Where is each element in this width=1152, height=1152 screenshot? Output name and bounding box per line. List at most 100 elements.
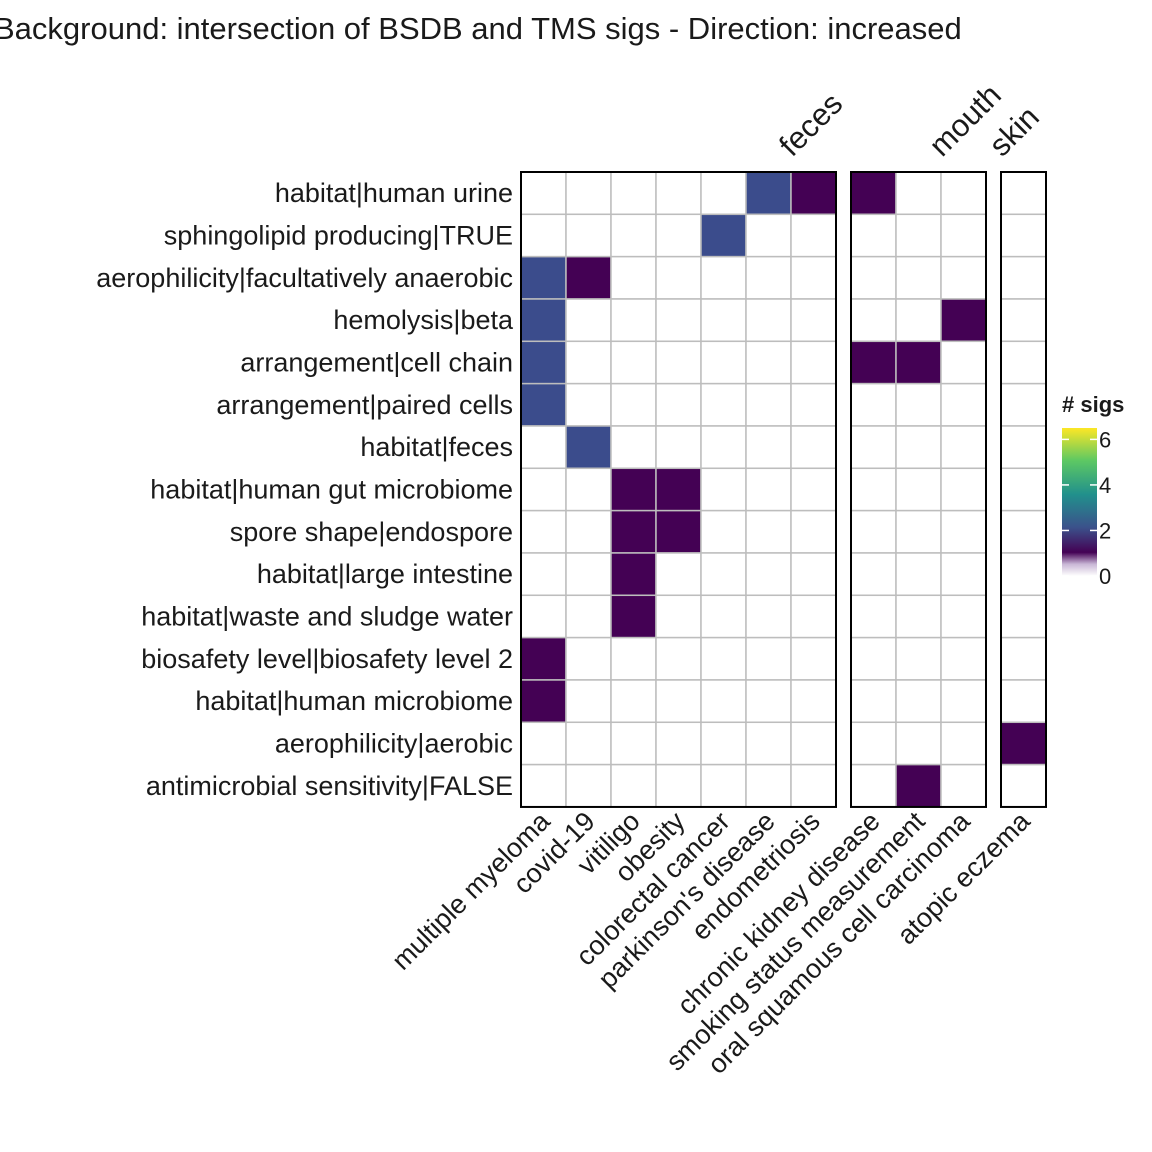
- heatmap-cell: [1000, 425, 1047, 470]
- heatmap-cell: [940, 552, 987, 597]
- heatmap-cell: [940, 763, 987, 808]
- heatmap-cell: [850, 509, 897, 554]
- heatmap-cell: [895, 298, 942, 343]
- heatmap-cell: [565, 171, 612, 216]
- heatmap-cell: [565, 382, 612, 427]
- legend-title: # sigs: [1062, 392, 1124, 417]
- heatmap-cell: [1000, 255, 1047, 300]
- heatmap-cell: [790, 552, 837, 597]
- heatmap-cell: [655, 298, 702, 343]
- heatmap-cell: [700, 636, 747, 681]
- heatmap-cell: [850, 171, 897, 216]
- heatmap-cell: [850, 213, 897, 258]
- heatmap-cell: [940, 171, 987, 216]
- heatmap-cell: [520, 679, 567, 724]
- heatmap-cell: [520, 298, 567, 343]
- y-tick-label: antimicrobial sensitivity|FALSE: [146, 771, 513, 801]
- heatmap-cell: [745, 213, 792, 258]
- heatmap-cell: [655, 594, 702, 639]
- heatmap-cell: [745, 636, 792, 681]
- heatmap-cell: [700, 721, 747, 766]
- heatmap-cell: [850, 255, 897, 300]
- heatmap-cell: [895, 467, 942, 512]
- heatmap-cell: [1000, 763, 1047, 808]
- y-tick-label: aerophilicity|facultatively anaerobic: [96, 263, 513, 293]
- heatmap-cell: [655, 382, 702, 427]
- y-tick-label: habitat|feces: [360, 432, 513, 462]
- heatmap-cell: [1000, 509, 1047, 554]
- heatmap-cell: [700, 340, 747, 385]
- legend-colorbar: [1062, 428, 1097, 576]
- heatmap-cell: [940, 255, 987, 300]
- heatmap-cell: [655, 171, 702, 216]
- heatmap-cell: [850, 594, 897, 639]
- heatmap-cell: [940, 340, 987, 385]
- heatmap-cell: [700, 552, 747, 597]
- heatmap-cell: [850, 679, 897, 724]
- heatmap-cell: [790, 255, 837, 300]
- heatmap-cell: [655, 763, 702, 808]
- heatmap-cell: [745, 467, 792, 512]
- heatmap-cell: [745, 255, 792, 300]
- heatmap-cell: [895, 382, 942, 427]
- heatmap-cell: [790, 594, 837, 639]
- legend-tick-label: 2: [1099, 518, 1111, 543]
- heatmap-cell: [895, 509, 942, 554]
- heatmap-cell: [700, 425, 747, 470]
- heatmap-cell: [610, 467, 657, 512]
- chart-title: Background: intersection of BSDB and TMS…: [0, 11, 962, 46]
- heatmap-cell: [940, 679, 987, 724]
- heatmap-cell: [895, 552, 942, 597]
- heatmap-cell: [655, 552, 702, 597]
- heatmap-cell: [520, 636, 567, 681]
- heatmap-cell: [655, 679, 702, 724]
- heatmap-cell: [610, 340, 657, 385]
- heatmap-cell: [700, 594, 747, 639]
- heatmap-cell: [1000, 340, 1047, 385]
- y-tick-label: arrangement|paired cells: [216, 390, 513, 420]
- heatmap-cell: [700, 467, 747, 512]
- heatmap-cell: [700, 679, 747, 724]
- legend-tick-label: 6: [1099, 427, 1111, 452]
- heatmap-cell: [520, 721, 567, 766]
- heatmap-cell: [655, 425, 702, 470]
- y-tick-label: sphingolipid producing|TRUE: [164, 220, 513, 250]
- heatmap-cell: [610, 763, 657, 808]
- heatmap-cell: [940, 298, 987, 343]
- heatmap-cell: [790, 382, 837, 427]
- heatmap-cell: [565, 552, 612, 597]
- heatmap-cell: [565, 425, 612, 470]
- heatmap-cell: [940, 467, 987, 512]
- facet-panel-border: [520, 171, 837, 808]
- heatmap-cell: [655, 721, 702, 766]
- heatmap-cell: [790, 298, 837, 343]
- heatmap-cell: [745, 763, 792, 808]
- y-tick-label: aerophilicity|aerobic: [275, 728, 513, 758]
- heatmap-cell: [790, 171, 837, 216]
- heatmap-cell: [700, 171, 747, 216]
- heatmap-cell: [565, 636, 612, 681]
- heatmap-cell: [745, 594, 792, 639]
- heatmap-cell: [1000, 382, 1047, 427]
- heatmap-cell: [745, 552, 792, 597]
- heatmap-cell: [700, 298, 747, 343]
- y-tick-label: hemolysis|beta: [333, 305, 514, 335]
- heatmap-cell: [745, 298, 792, 343]
- heatmap-cell: [610, 425, 657, 470]
- heatmap-cell: [895, 171, 942, 216]
- heatmap-cell: [1000, 171, 1047, 216]
- heatmap-cell: [655, 509, 702, 554]
- heatmap-cell: [610, 721, 657, 766]
- heatmap-cell: [1000, 552, 1047, 597]
- heatmap-cell: [655, 213, 702, 258]
- heatmap-cell: [655, 340, 702, 385]
- heatmap-cell: [895, 594, 942, 639]
- facet-label-feces: feces: [772, 86, 849, 163]
- heatmap-cell: [565, 298, 612, 343]
- heatmap-cell: [850, 763, 897, 808]
- y-tick-label: arrangement|cell chain: [240, 347, 513, 377]
- heatmap-cell: [790, 467, 837, 512]
- heatmap-cell: [610, 382, 657, 427]
- heatmap-cell: [850, 552, 897, 597]
